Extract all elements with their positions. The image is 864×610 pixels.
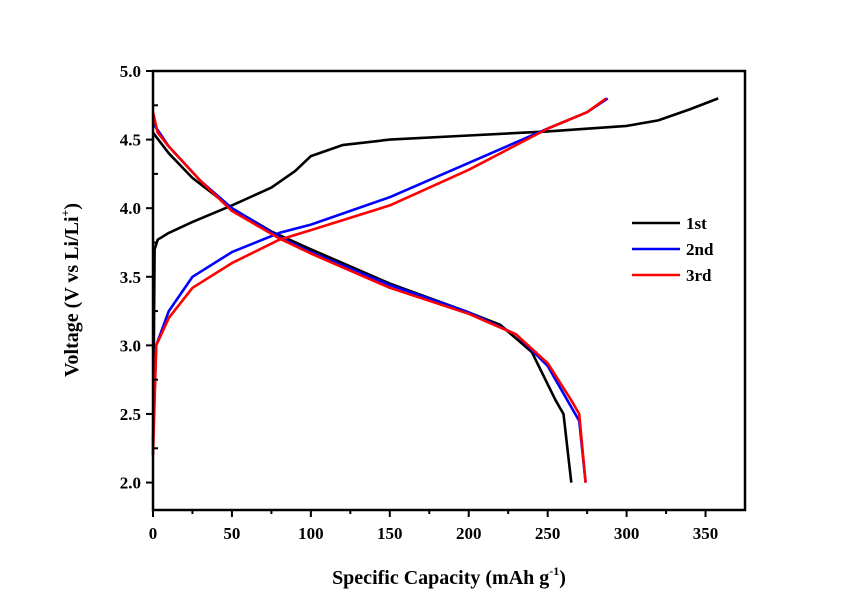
x-tick-label: 300 [614, 524, 640, 543]
x-tick-label: 200 [456, 524, 482, 543]
y-tick-label: 2.0 [120, 474, 141, 493]
x-tick-label: 250 [535, 524, 561, 543]
series-1st-discharge-curve [151, 131, 573, 483]
series-3rd-discharge-curve [151, 111, 587, 483]
y-tick-label: 2.5 [120, 405, 141, 424]
y-tick-label: 4.0 [120, 199, 141, 218]
x-axis-label: Specific Capacity (mAh g-1) [332, 564, 566, 589]
x-tick-label: 350 [693, 524, 719, 543]
y-axis-label: Voltage (V vs Li/Li+) [58, 203, 83, 377]
x-tick-label: 100 [298, 524, 324, 543]
plot-frame [151, 69, 747, 512]
legend-label-3rd: 3rd [686, 266, 712, 285]
x-tick-label: 50 [223, 524, 240, 543]
series-2nd-discharge-curve [151, 122, 587, 483]
y-tick-label: 3.0 [120, 336, 141, 355]
series-3rd-charge-curve [151, 97, 607, 456]
series-1st-charge-curve [151, 97, 719, 456]
legend-label-2nd: 2nd [686, 240, 714, 259]
y-tick-label: 4.5 [120, 131, 141, 150]
y-tick-label: 5.0 [120, 62, 141, 81]
legend-label-1st: 1st [686, 214, 707, 233]
x-tick-label: 0 [149, 524, 158, 543]
x-tick-label: 150 [377, 524, 403, 543]
y-tick-label: 3.5 [120, 268, 141, 287]
